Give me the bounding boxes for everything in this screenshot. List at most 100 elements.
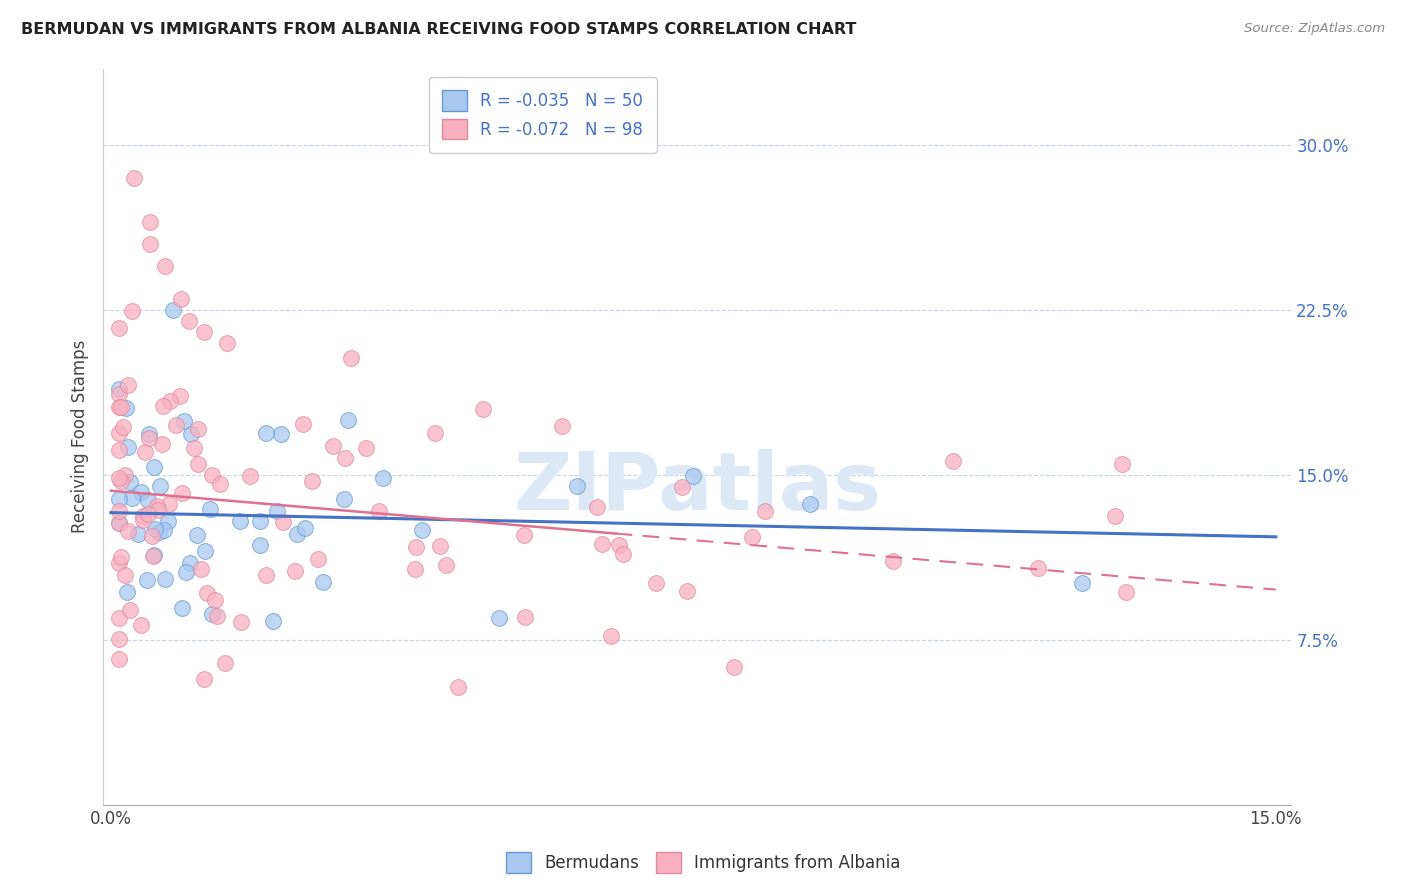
Point [472,401,495,416]
Text: Source: ZipAtlas.com: Source: ZipAtlas.com [1244,22,1385,36]
Point [114,567,136,582]
Point [195,586,218,600]
Point [799,497,821,511]
Point [127,527,149,541]
Point [110,550,132,565]
Point [488,611,510,625]
Point [591,536,613,550]
Point [107,556,129,570]
Point [107,652,129,666]
Point [599,629,621,643]
Point [671,480,693,494]
Point [367,504,389,518]
Point [231,615,253,630]
Point [585,500,607,514]
Point [107,401,129,415]
Point [228,514,250,528]
Point [138,215,160,229]
Point [565,479,588,493]
Point [882,554,904,568]
Point [169,389,191,403]
Point [107,516,129,530]
Point [205,609,228,624]
Point [150,436,173,450]
Point [177,314,200,328]
Point [209,477,232,491]
Legend: Bermudans, Immigrants from Albania: Bermudans, Immigrants from Albania [499,846,907,880]
Point [146,499,169,513]
Point [157,497,180,511]
Point [114,467,136,482]
Point [129,618,152,632]
Point [107,491,129,506]
Point [148,524,170,539]
Point [135,573,157,587]
Point [201,607,224,621]
Point [434,558,457,573]
Point [301,475,323,489]
Point [190,562,212,576]
Point [170,293,193,307]
Point [1026,560,1049,574]
Point [340,351,363,365]
Point [249,538,271,552]
Point [138,427,160,442]
Point [131,509,153,524]
Point [122,171,145,186]
Point [371,471,394,485]
Point [114,401,136,415]
Point [129,485,152,500]
Point [136,507,159,521]
Point [117,378,139,392]
Point [741,530,763,544]
Point [111,420,134,434]
Point [121,304,143,318]
Point [404,561,426,575]
Point [292,417,315,432]
Point [249,514,271,528]
Point [201,468,224,483]
Point [322,439,344,453]
Point [411,523,433,537]
Point [107,503,129,517]
Point [266,503,288,517]
Point [754,504,776,518]
Point [107,611,129,625]
Point [193,326,215,340]
Point [138,237,160,252]
Point [723,660,745,674]
Point [271,516,294,530]
Point [607,539,630,553]
Point [107,442,129,457]
Point [217,336,239,351]
Point [186,527,208,541]
Point [132,513,155,527]
Point [107,320,129,334]
Point [153,573,176,587]
Point [162,303,184,318]
Point [337,413,360,427]
Point [612,547,634,561]
Point [512,528,534,542]
Point [307,551,329,566]
Point [138,431,160,445]
Point [120,475,142,489]
Point [152,399,174,413]
Point [193,672,215,686]
Point [136,493,159,508]
Point [107,386,129,401]
Point [143,460,166,475]
Point [107,382,129,396]
Point [513,610,536,624]
Point [176,565,198,579]
Point [550,419,572,434]
Point [110,400,132,414]
Text: ZIPatlas: ZIPatlas [513,450,882,527]
Legend: R = -0.035   N = 50, R = -0.072   N = 98: R = -0.035 N = 50, R = -0.072 N = 98 [429,77,657,153]
Point [117,441,139,455]
Point [170,601,193,615]
Point [354,441,377,455]
Point [142,548,165,562]
Point [675,584,697,599]
Point [1111,458,1133,472]
